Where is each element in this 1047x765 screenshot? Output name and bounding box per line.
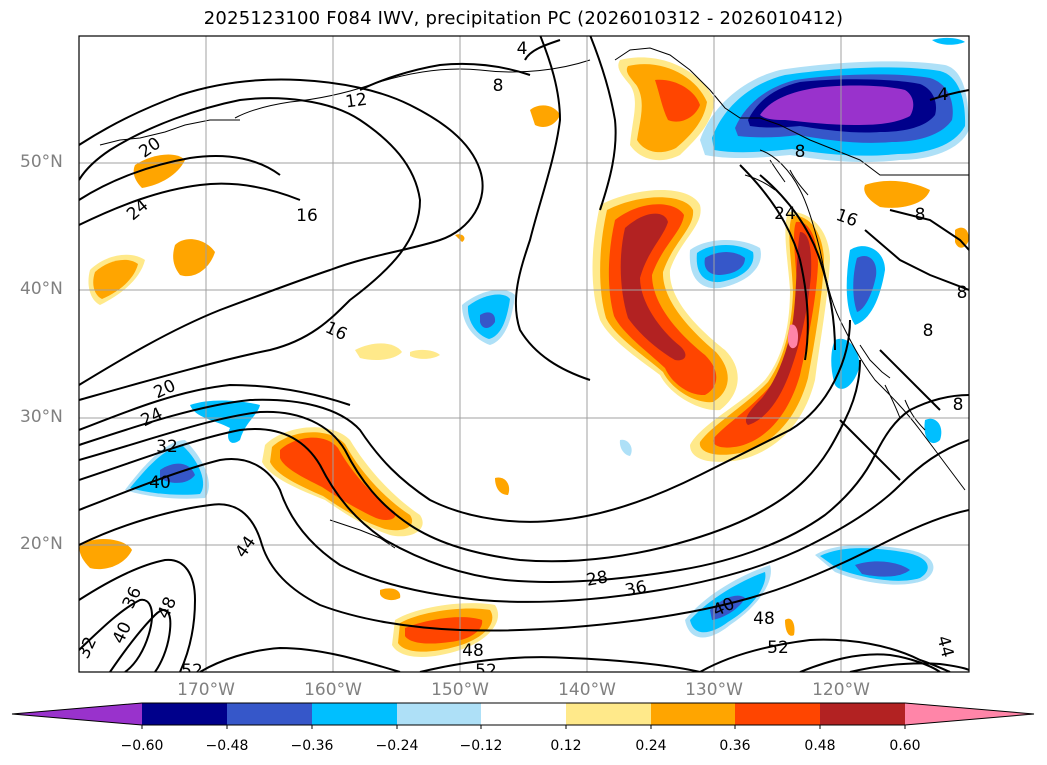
lon-label: 120°W	[812, 680, 870, 700]
contour-label: 8	[493, 76, 504, 96]
precip-positive-areas	[79, 57, 969, 657]
colorbar-bin	[481, 703, 566, 725]
colorbar-bin	[312, 703, 397, 725]
colorbar-tick-label: 0.60	[889, 738, 921, 754]
contour-label: 12	[344, 90, 368, 113]
colorbar-tick-label: −0.36	[290, 738, 334, 754]
colorbar-bin	[651, 703, 735, 725]
colorbar-tick-label: −0.60	[120, 738, 164, 754]
colorbar-tick-label: 0.36	[719, 738, 751, 754]
contour-label: 16	[296, 206, 318, 226]
lon-label: 130°W	[685, 680, 743, 700]
contour-label: 52	[181, 661, 203, 681]
lon-label: 150°W	[431, 680, 489, 700]
colorbar-tick-label: −0.12	[459, 738, 503, 754]
lat-label: 30°N	[20, 407, 63, 427]
colorbar-bin	[142, 703, 227, 725]
colorbar-bin	[566, 703, 651, 725]
colorbar-bin	[735, 703, 820, 725]
lat-label: 40°N	[20, 279, 63, 299]
lon-label: 140°W	[558, 680, 616, 700]
contour-label: 8	[953, 395, 964, 415]
colorbar-extend-max	[905, 703, 1034, 725]
contour-label: 48	[462, 641, 484, 661]
colorbar-bin	[397, 703, 481, 725]
colorbar-tick-label: −0.48	[205, 738, 249, 754]
contour-label: 8	[915, 205, 926, 225]
contour-label: 4	[517, 39, 528, 59]
contour-label: 48	[753, 609, 775, 629]
contour-label: 28	[585, 567, 610, 590]
colorbar-tick-label: −0.24	[375, 738, 419, 754]
colorbar-tick-label: 0.48	[804, 738, 836, 754]
map-frame	[78, 35, 970, 673]
colorbar-bin	[227, 703, 312, 725]
contour-label: 40	[149, 473, 171, 493]
contour-label: 8	[795, 142, 806, 162]
colorbar-extend-min	[12, 703, 142, 725]
map-title: 2025123100 F084 IWV, precipitation PC (2…	[203, 8, 844, 29]
graticule	[79, 36, 969, 672]
colorbar-tick-label: 0.12	[550, 738, 582, 754]
colorbar-tick-label: 0.24	[635, 738, 667, 754]
contour-label: 52	[767, 638, 789, 658]
colorbar	[11, 702, 1035, 729]
contour-label: 24	[774, 204, 796, 224]
lon-label: 160°W	[304, 680, 362, 700]
contour-label: 8	[923, 321, 934, 341]
lat-label: 50°N	[20, 152, 63, 172]
contour-label: 52	[475, 661, 497, 681]
lat-label: 20°N	[20, 534, 63, 554]
iwv-contours	[79, 36, 969, 672]
precip-negative-areas	[125, 37, 969, 638]
contour-label: 4	[938, 85, 949, 105]
contour-label: 32	[156, 437, 178, 457]
contour-label: 8	[957, 283, 968, 303]
lon-label: 170°W	[177, 680, 235, 700]
contour-label: 36	[623, 577, 648, 601]
colorbar-bin	[820, 703, 905, 725]
